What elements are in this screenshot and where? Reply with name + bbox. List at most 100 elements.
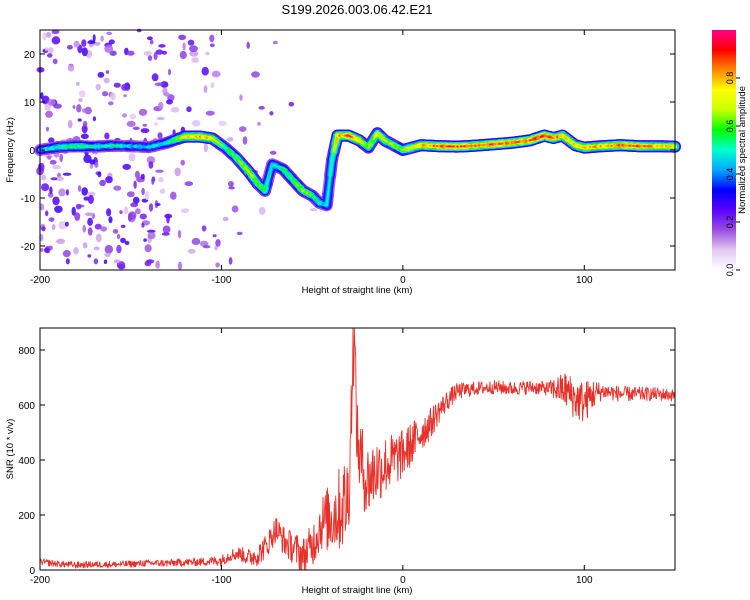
spectrogram-noise-blob (81, 47, 88, 57)
spectrogram-noise-blob (47, 155, 52, 160)
spectrogram-noise-blob (51, 29, 60, 35)
spectrogram-noise-blob (97, 71, 105, 78)
spectrogram-noise-blob (258, 105, 265, 110)
spectrogram-noise-blob (191, 57, 199, 63)
spectrogram-noise-blob (105, 176, 113, 184)
spectrogram-noise-blob (162, 225, 171, 234)
spectrogram-noise-blob (189, 50, 199, 57)
spectrogram-noise-blob (100, 35, 104, 42)
spectrogram-noise-blob (59, 153, 64, 163)
spectrogram-noise-blob (140, 173, 145, 180)
spectrogram-noise-blob (177, 229, 182, 239)
spectrogram-noise-blob (189, 45, 198, 53)
spectrogram-noise-blob (103, 77, 110, 84)
spectrogram-noise-blob (58, 188, 66, 197)
spectrogram-noise-blob (89, 163, 94, 169)
colorbar-tick-label: 0.2 (725, 216, 735, 229)
spectrogram-noise-blob (187, 39, 195, 46)
spectrogram-noise-blob (93, 246, 100, 251)
spectrogram-noise-blob (180, 159, 185, 166)
spectrogram-noise-blob (112, 229, 119, 234)
spectrogram-ridge-segment (267, 170, 272, 179)
snr-x-tick-label: 100 (576, 575, 593, 586)
spectrogram-noise-blob (51, 36, 61, 45)
spectrogram-noise-blob (143, 238, 147, 242)
spectrogram-noise-blob (45, 31, 52, 38)
spectrogram-noise-blob (158, 101, 164, 110)
spectrogram-noise-blob (104, 252, 111, 257)
spectrogram-x-tick-label: 0 (400, 275, 406, 286)
spectrogram-noise-blob (71, 206, 76, 216)
spectrogram-noise-blob (239, 94, 243, 101)
spectrogram-noise-blob (97, 171, 102, 178)
spectrogram-noise-blob (147, 55, 153, 61)
spectrogram-noise-blob (144, 244, 152, 253)
spectrogram-ridge-segment (264, 183, 268, 192)
spectrogram-noise-blob (54, 205, 63, 213)
snr-y-tick-label: 800 (18, 346, 35, 357)
spectrogram-noise-blob (50, 177, 58, 181)
spectrogram-noise-blob (81, 39, 87, 47)
spectrogram-noise-blob (209, 43, 215, 48)
spectrogram-noise-blob (227, 181, 234, 187)
spectrogram-noise-blob (142, 123, 148, 127)
spectrogram-noise-blob (87, 227, 93, 236)
spectrogram-noise-blob (120, 224, 126, 228)
spectrogram-noise-blob (76, 104, 82, 113)
spectrogram-noise-blob (210, 82, 215, 89)
colorbar-gradient (712, 30, 736, 270)
spectrogram-noise-blob (227, 137, 234, 142)
spectrogram-noise-blob (103, 259, 108, 265)
spectrogram-noise-blob (108, 101, 114, 106)
spectrogram-noise-blob (126, 191, 135, 198)
spectrogram-noise-blob (117, 264, 126, 270)
spectrogram-y-tick-label: -20 (21, 242, 36, 253)
spectrogram-noise-blob (47, 192, 54, 198)
spectrogram-noise-blob (55, 176, 64, 181)
spectrogram-noise-blob (238, 126, 247, 132)
spectrogram-noise-blob (78, 98, 83, 102)
spectrogram-noise-blob (203, 85, 208, 93)
spectrogram-noise-blob (133, 180, 137, 189)
colorbar-ticks: 0.0 0.2 0.4 0.6 0.8 (725, 72, 740, 276)
spectrogram-noise-blob (141, 187, 145, 196)
spectrogram-noise-blob (178, 34, 187, 40)
spectrogram-noise-blob (269, 111, 274, 116)
spectrogram-noise-blob (166, 214, 170, 224)
spectrogram-noise-blob (222, 216, 229, 222)
spectrogram-noise-blob (214, 245, 218, 251)
spectrogram-noise-blob (74, 212, 81, 221)
spectrogram-noise-blob (95, 233, 102, 243)
spectrogram-noise-blob (62, 172, 72, 176)
spectrogram-y-tick-label: 20 (24, 50, 36, 61)
spectrogram-ridge-segment (325, 189, 330, 207)
spectrogram-noise-blob (75, 203, 82, 210)
spectrogram-noise-blob (81, 187, 88, 196)
spectrogram-noise-blob (148, 161, 154, 169)
spectrogram-noise-blob (155, 49, 164, 55)
spectrogram-noise-blob (82, 108, 86, 113)
spectrogram-noise-blob (108, 39, 115, 45)
colorbar-tick-label: 0.8 (725, 72, 735, 85)
spectrogram-noise-blob (100, 226, 108, 232)
spectrogram-noise-blob (146, 36, 153, 41)
spectrogram-noise-blob (126, 120, 136, 127)
spectrogram-noise-blob (113, 82, 121, 88)
spectrogram-noise-blob (129, 113, 137, 120)
spectrogram-noise-blob (251, 71, 260, 78)
spectrogram-noise-blob (147, 232, 156, 240)
spectrogram-noise-blob (180, 208, 190, 213)
spectrogram-noise-blob (236, 231, 243, 236)
colorbar-label: Normalized spectral amplitude (737, 86, 748, 214)
spectrogram-noise-blob (151, 176, 155, 185)
snr-y-label: SNR (10 * v/v) (5, 419, 16, 480)
colorbar-tick-label: 0.6 (725, 120, 735, 133)
spectrogram-y-label: Frequency (Hz) (5, 117, 16, 182)
spectrogram-noise-blob (52, 196, 60, 206)
spectrogram-noise-blob (148, 203, 154, 212)
spectrogram-noise-blob (164, 92, 170, 97)
spectrogram-noise-blob (205, 51, 210, 56)
spectrogram-noise-blob (154, 82, 164, 87)
spectrogram-noise-blob (132, 126, 140, 130)
